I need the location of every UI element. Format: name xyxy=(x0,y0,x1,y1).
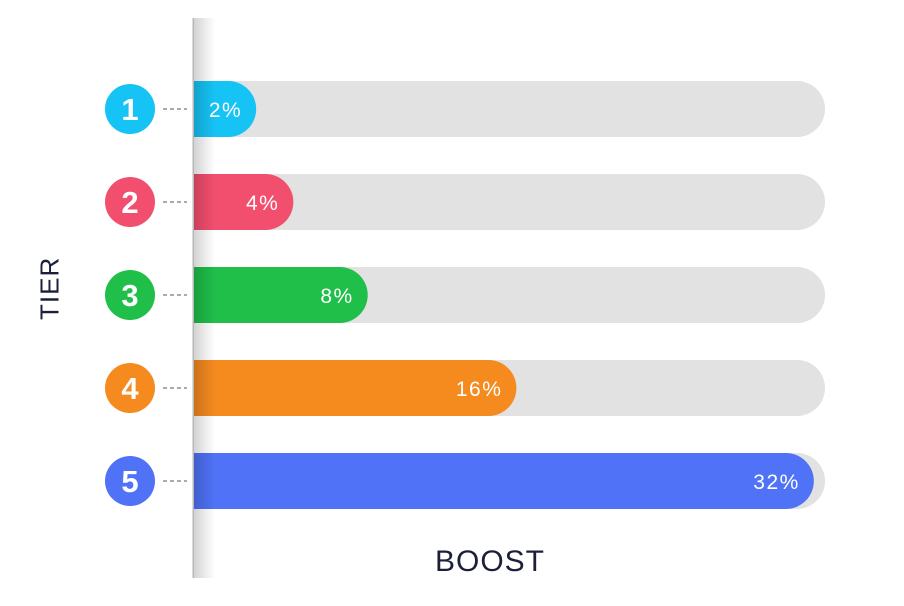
value-label-tier-2: 4% xyxy=(246,192,279,215)
tier-label-3: 3 xyxy=(121,278,138,313)
value-label-tier-4: 16% xyxy=(456,378,503,401)
bar-tier-5 xyxy=(193,453,814,509)
bar-track xyxy=(193,174,825,230)
tier-markers: 1 2 3 4 5 xyxy=(105,84,187,506)
bar-tier-2 xyxy=(193,174,294,230)
tier-badge-3 xyxy=(105,270,155,320)
tier-label-2: 2 xyxy=(121,185,138,220)
tier-badge-4 xyxy=(105,363,155,413)
bar-tier-1 xyxy=(193,81,257,137)
value-label-tier-3: 8% xyxy=(320,285,353,308)
bar-tier-3 xyxy=(193,267,368,324)
bars xyxy=(193,81,814,509)
tier-badge-2 xyxy=(105,177,155,227)
bar-tier-4 xyxy=(193,360,517,416)
y-axis-label: TIER xyxy=(34,256,65,320)
tier-label-5: 5 xyxy=(121,464,138,499)
tier-badge-5 xyxy=(105,456,155,506)
x-axis-label: BOOST xyxy=(434,545,546,578)
tier-badge-1 xyxy=(105,84,155,134)
value-label-tier-5: 32% xyxy=(753,471,800,494)
tier-label-4: 4 xyxy=(121,371,139,406)
tier-label-1: 1 xyxy=(121,92,138,127)
bar-track xyxy=(193,81,825,137)
value-label-tier-1: 2% xyxy=(209,99,242,122)
value-labels: 2% 4% 8% 16% 32% xyxy=(209,99,800,494)
